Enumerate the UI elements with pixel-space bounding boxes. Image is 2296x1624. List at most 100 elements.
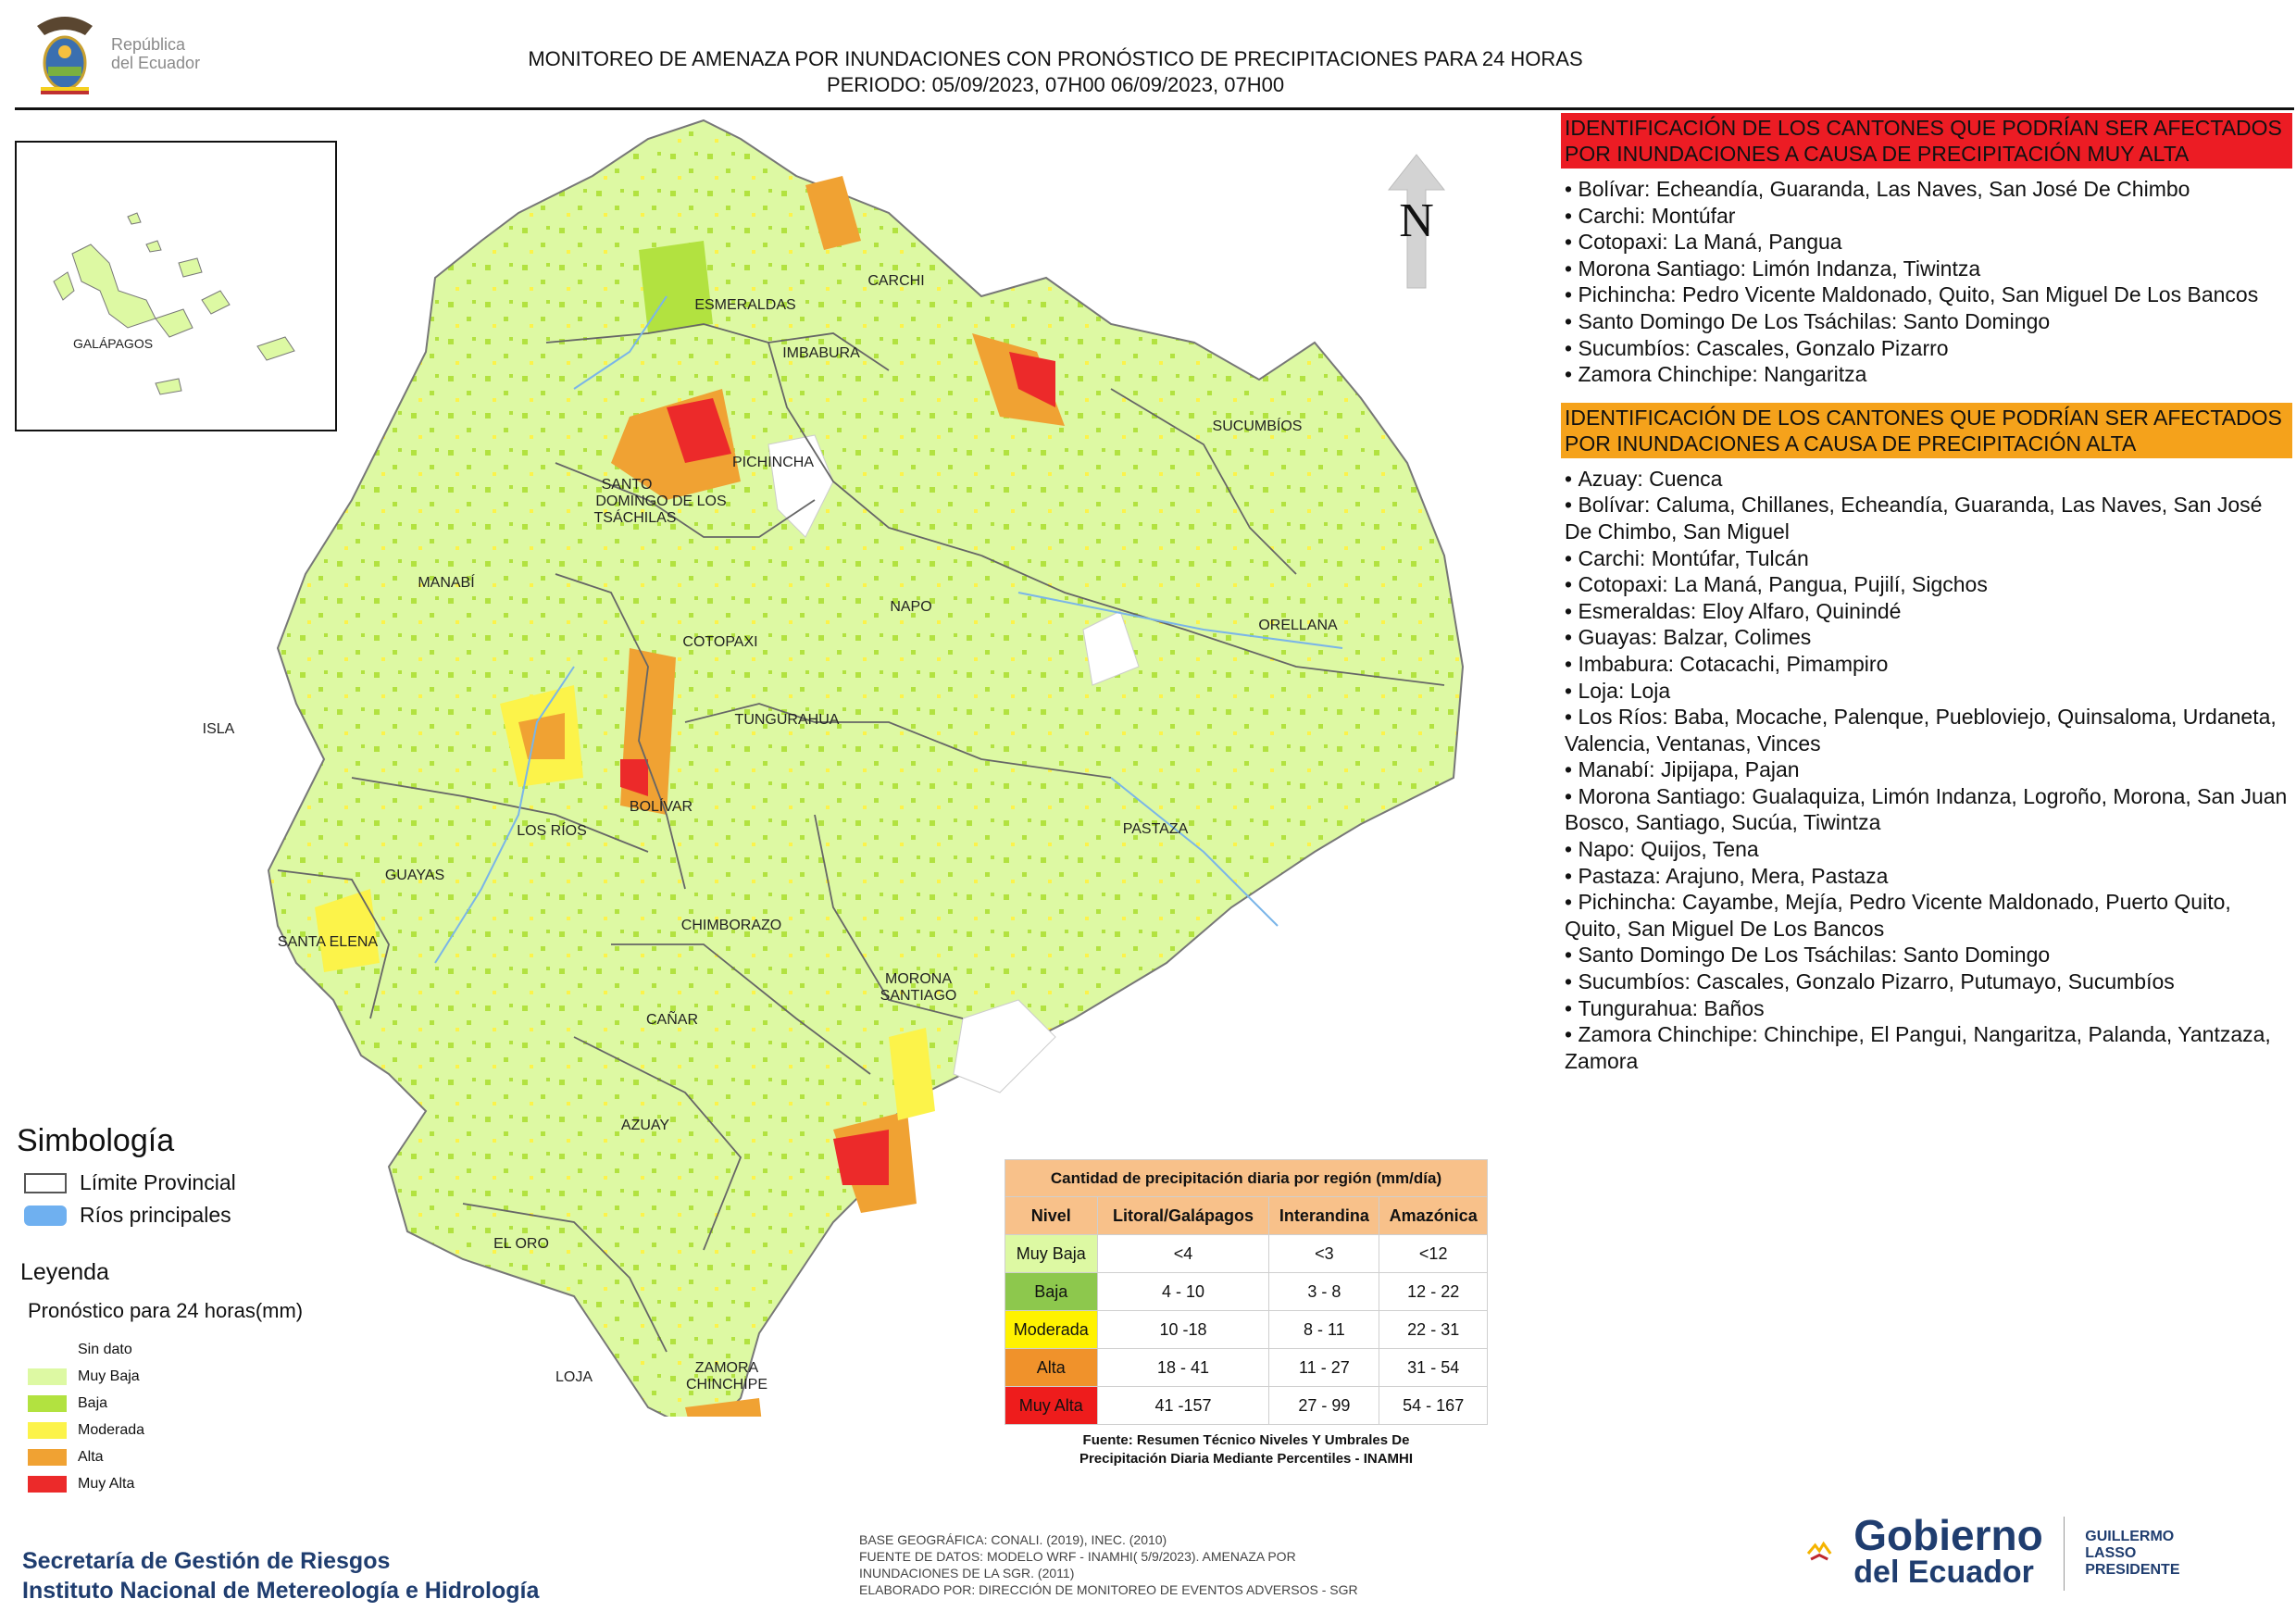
precip-hotspots [315, 176, 1065, 1417]
label-isla: ISLA [203, 721, 235, 737]
label-esmeraldas: ESMERALDAS [694, 297, 795, 313]
canton-item: Azuay: Cuenca [1565, 466, 2290, 493]
table-row: Baja 4 - 10 3 - 8 12 - 22 [1004, 1272, 1488, 1311]
table-cell-nivel: Muy Baja [1004, 1234, 1098, 1273]
label-azuay: AZUAY [621, 1118, 669, 1133]
legend-item: Muy Baja [28, 1363, 391, 1390]
table-cell: 18 - 41 [1096, 1348, 1270, 1387]
canton-item: Carchi: Montúfar, Tulcán [1565, 545, 2290, 572]
canton-item: Pichincha: Pedro Vicente Maldonado, Quit… [1565, 281, 2290, 308]
canton-item: Zamora Chinchipe: Chinchipe, El Pangui, … [1565, 1021, 2290, 1074]
credit-line-4: ELABORADO POR: DIRECCIÓN DE MONITOREO DE… [859, 1582, 1358, 1597]
credit-line-2: FUENTE DE DATOS: MODELO WRF - INAMHI( 5/… [859, 1549, 1296, 1564]
legend-swatch [28, 1368, 67, 1385]
label-morona-2: SANTIAGO [880, 988, 957, 1004]
label-santa-elena: SANTA ELENA [278, 934, 379, 950]
canton-item: Imbabura: Cotacachi, Pimampiro [1565, 651, 2290, 678]
table-cell: 54 - 167 [1379, 1386, 1488, 1425]
canton-item: Loja: Loja [1565, 678, 2290, 705]
canton-item: Cotopaxi: La Maná, Pangua [1565, 229, 2290, 256]
ecuador-map: CARCHI ESMERALDAS IMBABURA SUCUMBÍOS PIC… [203, 119, 1465, 1417]
label-galapagos: GALÁPAGOS [73, 336, 153, 351]
canton-item: Morona Santiago: Gualaquiza, Limón Indan… [1565, 783, 2290, 836]
label-pastaza: PASTAZA [1123, 821, 1189, 837]
canton-item: Bolívar: Caluma, Chillanes, Echeandía, G… [1565, 492, 2290, 544]
symbology: Simbología Límite Provincial Ríos princi… [17, 1123, 387, 1235]
label-morona-1: MORONA [885, 971, 952, 987]
label-manabi: MANABÍ [418, 573, 475, 591]
pres-line-2: PRESIDENTE [2085, 1562, 2180, 1578]
label-carchi: CARCHI [867, 273, 924, 289]
table-cell: 8 - 11 [1268, 1310, 1380, 1349]
north-label: N [1399, 194, 1434, 247]
logo-text-1: República [111, 35, 186, 54]
table-cell: 31 - 54 [1379, 1348, 1488, 1387]
canton-item: Santo Domingo De Los Tsáchilas: Santo Do… [1565, 942, 2290, 968]
table-cell-nivel: Muy Alta [1004, 1386, 1098, 1425]
north-arrow: N [1379, 153, 1454, 292]
table-cell-nivel: Moderada [1004, 1310, 1098, 1349]
label-zamora-1: ZAMORA [695, 1360, 759, 1376]
logo-separator [2063, 1517, 2065, 1591]
title-divider [15, 107, 2294, 110]
legend-subtitle: Pronóstico para 24 horas(mm) [28, 1299, 304, 1322]
legend-label: Baja [78, 1394, 108, 1411]
legend-items: Sin dato Muy Baja Baja Moderada Alta Muy Alta [20, 1336, 391, 1497]
canton-item: Pichincha: Cayambe, Mejía, Pedro Vicente… [1565, 889, 2290, 942]
label-orellana: ORELLANA [1258, 618, 1338, 633]
credit-line-3: INUNDACIONES DE LA SGR. (2011) [859, 1566, 1075, 1580]
canton-item: Los Ríos: Baba, Mocache, Palenque, Puebl… [1565, 704, 2290, 756]
label-chimborazo: CHIMBORAZO [681, 918, 781, 933]
alta-header: IDENTIFICACIÓN DE LOS CANTONES QUE PODRÍ… [1561, 402, 2292, 458]
col-litoral: Litoral/Galápagos [1096, 1196, 1270, 1235]
table-cell: 10 -18 [1096, 1310, 1270, 1349]
canton-item: Tungurahua: Baños [1565, 995, 2290, 1022]
no-data-area [953, 999, 1056, 1093]
muy-alta-header: IDENTIFICACIÓN DE LOS CANTONES QUE PODRÍ… [1561, 113, 2292, 169]
table-cell: 41 -157 [1096, 1386, 1270, 1425]
symbol-boundary: Límite Provincial [24, 1170, 387, 1195]
table-row: Muy Baja <4 <3 <12 [1004, 1234, 1488, 1273]
galapagos-map: GALÁPAGOS [53, 212, 295, 395]
river-swatch [24, 1205, 67, 1226]
table-row: Moderada 10 -18 8 - 11 22 - 31 [1004, 1310, 1488, 1349]
canton-item: Cotopaxi: La Maná, Pangua, Pujilí, Sigch… [1565, 571, 2290, 598]
legend-title: Leyenda [20, 1259, 109, 1285]
table-cell: <4 [1096, 1234, 1270, 1273]
symbol-boundary-label: Límite Provincial [80, 1170, 236, 1194]
logo-text-2: del Ecuador [111, 54, 201, 72]
table-cell-nivel: Baja [1004, 1272, 1098, 1311]
pres-line-1: GUILLERMO LASSO [2085, 1529, 2175, 1561]
ecuador-land [267, 119, 1465, 1417]
table-cell: 3 - 8 [1268, 1272, 1380, 1311]
table-caption: Cantidad de precipitación diaria por reg… [1004, 1159, 1488, 1197]
legend-swatch [28, 1448, 67, 1466]
source-line-2: Precipitación Diaria Mediante Percentile… [1079, 1451, 1414, 1467]
canton-item: Napo: Quijos, Tena [1565, 836, 2290, 863]
canton-item: Carchi: Montúfar [1565, 203, 2290, 230]
label-imbabura: IMBABURA [782, 345, 860, 361]
table-cell: 12 - 22 [1379, 1272, 1488, 1311]
gobierno-logo: Gobierno del Ecuador GUILLERMO LASSO PRE… [1805, 1507, 2194, 1600]
rivers [434, 295, 1343, 964]
symbol-rivers-label: Ríos principales [80, 1203, 231, 1227]
table-cell: 22 - 31 [1379, 1310, 1488, 1349]
canton-item: Zamora Chinchipe: Nangaritza [1565, 361, 2290, 388]
map-title: MONITOREO DE AMENAZA POR INUNDACIONES CO… [370, 46, 1741, 98]
label-zamora-2: CHINCHIPE [686, 1377, 767, 1393]
table-cell: <12 [1379, 1234, 1488, 1273]
label-pichincha: PICHINCHA [732, 455, 814, 470]
gob-line-1: Gobierno [1853, 1511, 2043, 1559]
legend-item: Sin dato [28, 1336, 391, 1363]
legend-label: Muy Alta [78, 1475, 135, 1492]
legend: Leyenda Pronóstico para 24 horas(mm) Sin… [20, 1259, 391, 1497]
legend-item: Alta [28, 1443, 391, 1470]
republica-logo: República del Ecuador [28, 7, 241, 100]
label-canar: CAÑAR [646, 1009, 698, 1028]
table-cell: 11 - 27 [1268, 1348, 1380, 1387]
canton-item: Sucumbíos: Cascales, Gonzalo Pizarro [1565, 335, 2290, 362]
legend-swatch [28, 1421, 67, 1439]
province-labels: CARCHI ESMERALDAS IMBABURA SUCUMBÍOS PIC… [203, 273, 1338, 1393]
gob-line-2: del Ecuador [1853, 1555, 2034, 1590]
title-line-1: MONITOREO DE AMENAZA POR INUNDACIONES CO… [528, 47, 1583, 70]
